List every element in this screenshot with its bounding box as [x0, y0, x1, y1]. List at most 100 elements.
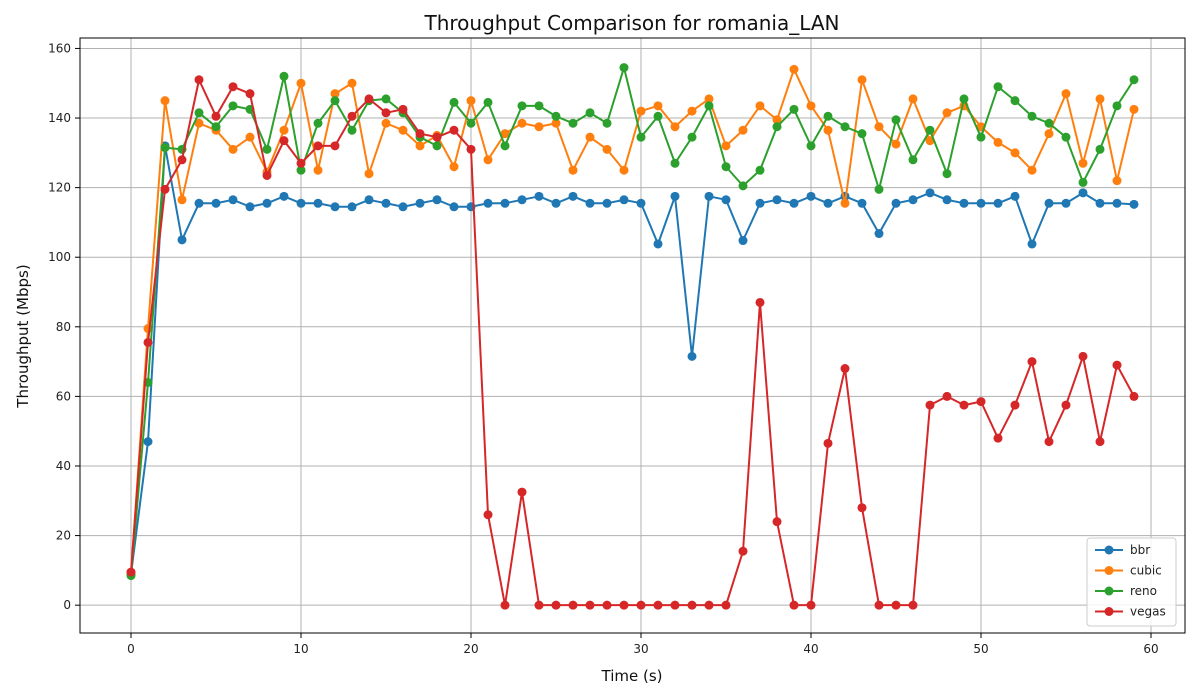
data-point-vegas — [126, 567, 136, 577]
data-point-cubic — [942, 108, 952, 118]
data-point-cubic — [823, 125, 833, 135]
series-bbr — [126, 141, 1139, 579]
legend-item-vegas: vegas — [1095, 605, 1166, 619]
data-point-cubic — [364, 169, 374, 179]
data-point-cubic — [806, 101, 816, 111]
data-point-vegas — [619, 600, 629, 610]
data-point-cubic — [296, 78, 306, 88]
data-point-cubic — [534, 122, 544, 132]
data-point-bbr — [1112, 198, 1122, 208]
y-tick-label: 120 — [48, 181, 71, 195]
data-point-vegas — [347, 111, 357, 121]
data-point-vegas — [415, 129, 425, 139]
data-point-vegas — [1044, 437, 1054, 447]
data-point-vegas — [925, 400, 935, 410]
data-point-cubic — [551, 118, 561, 128]
data-point-reno — [602, 118, 612, 128]
data-point-vegas — [483, 510, 493, 520]
data-point-cubic — [313, 165, 323, 175]
data-point-vegas — [262, 170, 272, 180]
x-tick-label: 30 — [633, 642, 648, 656]
data-point-cubic — [670, 122, 680, 132]
data-point-vegas — [908, 600, 918, 610]
legend-swatch-marker — [1104, 607, 1114, 616]
legend-swatch-marker — [1104, 545, 1114, 555]
data-point-reno — [568, 118, 578, 128]
data-point-cubic — [857, 75, 867, 85]
chart-title: Throughput Comparison for romania_LAN — [424, 11, 840, 35]
data-point-bbr — [143, 437, 153, 447]
data-point-bbr — [279, 191, 289, 201]
data-point-bbr — [415, 198, 425, 208]
data-point-reno — [993, 82, 1003, 92]
data-point-vegas — [1027, 357, 1037, 367]
data-point-vegas — [585, 600, 595, 610]
y-tick-label: 20 — [56, 529, 71, 543]
data-point-cubic — [568, 165, 578, 175]
data-point-cubic — [381, 118, 391, 128]
data-point-vegas — [279, 136, 289, 146]
data-point-vegas — [823, 438, 833, 448]
data-point-cubic — [636, 106, 646, 116]
data-point-cubic — [1027, 165, 1037, 175]
data-point-vegas — [313, 141, 323, 151]
data-point-bbr — [483, 198, 493, 208]
data-point-cubic — [721, 141, 731, 151]
data-point-vegas — [1078, 351, 1088, 361]
series-group — [126, 63, 1139, 610]
data-point-vegas — [398, 104, 408, 114]
data-point-cubic — [347, 78, 357, 88]
data-point-bbr — [347, 202, 357, 212]
data-point-reno — [483, 97, 493, 107]
data-point-vegas — [449, 125, 459, 135]
data-point-bbr — [925, 188, 935, 198]
data-point-cubic — [619, 165, 629, 175]
legend: bbr cubic reno vegas — [1086, 537, 1177, 627]
series-vegas — [126, 75, 1139, 610]
data-point-reno — [228, 101, 238, 111]
data-point-bbr — [534, 191, 544, 201]
y-tick-label: 140 — [48, 111, 71, 125]
data-point-reno — [908, 155, 918, 165]
data-point-bbr — [1044, 198, 1054, 208]
data-point-vegas — [517, 487, 527, 497]
data-point-reno — [619, 63, 629, 73]
data-point-reno — [653, 111, 663, 121]
axis-ticks: 0 10 20 30 40 50 60 0 20 40 60 80 100 120 140 160 — [48, 41, 1159, 656]
data-point-reno — [806, 141, 816, 151]
data-point-bbr — [1129, 199, 1139, 209]
data-point-bbr — [177, 235, 187, 245]
data-point-cubic — [840, 198, 850, 208]
data-point-bbr — [296, 198, 306, 208]
data-point-vegas — [840, 364, 850, 374]
data-point-bbr — [823, 198, 833, 208]
series-cubic — [126, 64, 1139, 579]
data-point-reno — [466, 118, 476, 128]
data-point-cubic — [279, 125, 289, 135]
legend-label: bbr — [1130, 543, 1150, 557]
data-point-reno — [551, 111, 561, 121]
data-point-vegas — [211, 111, 221, 121]
data-point-reno — [1095, 144, 1105, 154]
data-point-bbr — [806, 191, 816, 201]
data-point-cubic — [1061, 89, 1071, 99]
data-point-cubic — [687, 106, 697, 116]
data-point-reno — [279, 71, 289, 81]
data-point-bbr — [636, 198, 646, 208]
data-point-bbr — [432, 195, 442, 205]
data-point-reno — [194, 108, 204, 118]
data-point-vegas — [381, 108, 391, 118]
x-axis-label: Time (s) — [601, 667, 663, 685]
data-point-reno — [381, 94, 391, 104]
y-tick-label: 0 — [63, 598, 71, 612]
data-point-cubic — [653, 101, 663, 111]
legend-box — [1086, 537, 1177, 627]
data-point-reno — [942, 169, 952, 179]
data-point-bbr — [517, 195, 527, 205]
data-point-vegas — [772, 517, 782, 527]
data-point-bbr — [602, 198, 612, 208]
data-point-vegas — [551, 600, 561, 610]
data-point-cubic — [330, 89, 340, 99]
data-point-vegas — [789, 600, 799, 610]
data-point-bbr — [1061, 198, 1071, 208]
